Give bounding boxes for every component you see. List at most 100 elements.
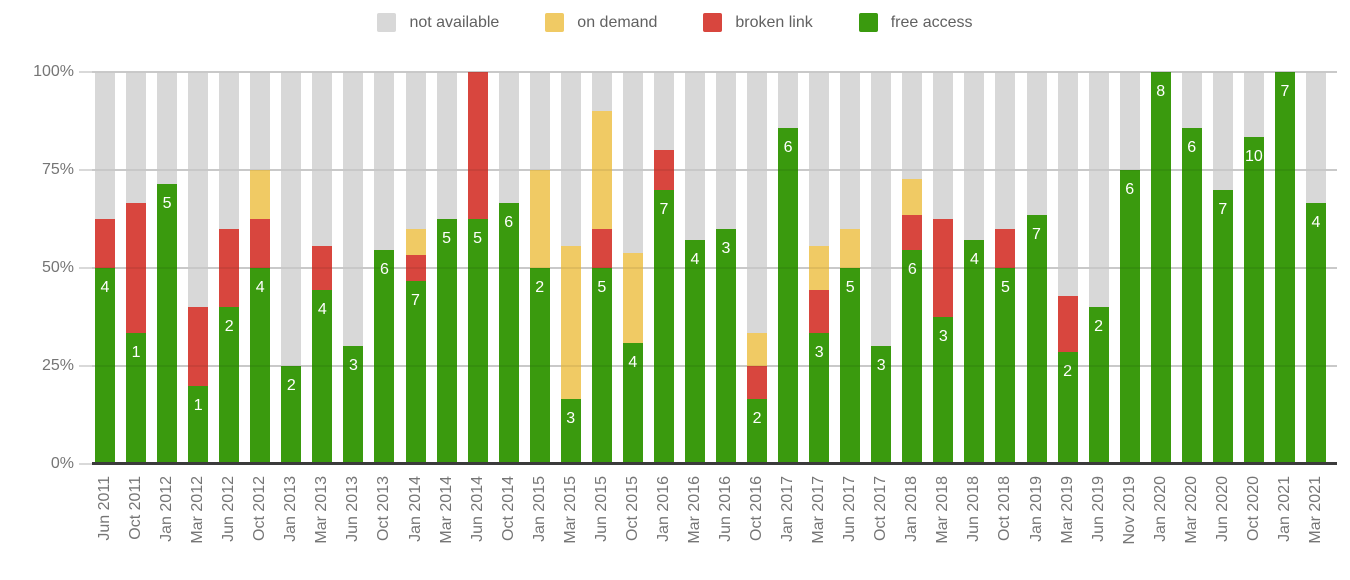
x-axis-label: Oct 2012 — [251, 476, 269, 541]
bar-segment-not-available — [188, 72, 209, 308]
bar-value-label: 5 — [442, 230, 451, 247]
bar-value-label: 5 — [473, 230, 483, 247]
bar-segment-free-access — [374, 250, 395, 464]
bar-segment-broken-link — [312, 246, 333, 290]
bar-segment-free-access — [126, 333, 147, 464]
bar-segment-not-available — [343, 72, 364, 347]
x-axis-label: Oct 2018 — [996, 476, 1014, 541]
bar-segment-on-demand — [622, 252, 643, 344]
bar-segment-not-available — [1088, 72, 1109, 308]
bar-value-label: 3 — [876, 357, 886, 375]
legend-swatch-not-available — [377, 13, 397, 32]
x-axis-label: Jan 2019 — [1027, 476, 1045, 542]
bar: 7 — [653, 72, 674, 464]
bar: 3 — [933, 72, 954, 464]
legend-swatch-broken-link — [703, 13, 723, 32]
legend-item-not-available: not available — [377, 13, 499, 32]
bar-segment-on-demand — [747, 333, 768, 366]
bar-segment-free-access — [405, 281, 426, 464]
bar-value-label: 7 — [1280, 83, 1290, 100]
bar-segment-broken-link — [1057, 296, 1078, 352]
bar: 6 — [1119, 72, 1140, 464]
bar-value-label: 1 — [131, 344, 141, 362]
bar-segment-broken-link — [95, 219, 115, 268]
bar-segment-free-access — [1150, 72, 1171, 464]
bar: 3 — [343, 72, 364, 464]
bar-segment-broken-link — [995, 228, 1016, 268]
bar: 4 — [95, 72, 115, 464]
bar-segment-broken-link — [467, 72, 488, 219]
x-axis-label: Jan 2013 — [282, 476, 300, 542]
bar-segment-on-demand — [591, 111, 612, 229]
bar-segment-on-demand — [560, 246, 581, 399]
bar-segment-not-available — [778, 72, 799, 128]
bar: 10 — [1243, 72, 1264, 464]
y-axis-label: 100% — [33, 63, 74, 80]
gridline — [92, 71, 1337, 73]
bar-segment-free-access — [529, 268, 550, 464]
legend-item-on-demand: on demand — [545, 13, 657, 32]
x-axis-label: Jan 2021 — [1275, 476, 1293, 542]
x-axis-label: Jun 2011 — [96, 476, 113, 541]
x-axis-label: Oct 2013 — [375, 476, 393, 541]
x-axis-label: Jun 2016 — [717, 476, 734, 542]
x-axis-label: Nov 2019 — [1120, 476, 1138, 545]
bar-segment-free-access — [343, 346, 364, 464]
bar-segment-broken-link — [653, 150, 674, 190]
bar-segment-on-demand — [529, 170, 550, 268]
bar-segment-not-available — [1026, 72, 1047, 215]
bar: 3 — [716, 72, 736, 464]
bar-value-label: 3 — [566, 409, 576, 427]
bar: 5 — [157, 72, 178, 464]
x-axis-label: Jun 2020 — [1213, 476, 1231, 542]
bar-value-label: 1 — [193, 396, 203, 414]
bar-segment-free-access — [747, 398, 768, 464]
x-axis-label: Mar 2013 — [313, 476, 331, 544]
bar-segment-broken-link — [219, 228, 240, 308]
y-axis-tick — [79, 365, 92, 367]
bar-segment-free-access — [809, 333, 830, 464]
bar-value-label: 4 — [317, 300, 327, 318]
bar-segment-not-available — [374, 72, 395, 251]
x-axis-label: Oct 2014 — [499, 476, 517, 541]
bar: 4 — [1305, 72, 1326, 464]
x-axis-label: Jan 2015 — [530, 476, 548, 542]
bar-segment-free-access — [95, 268, 115, 464]
bar-value-label: 4 — [1311, 213, 1321, 231]
x-axis-label: Jun 2013 — [344, 476, 362, 542]
bar-segment-free-access — [1026, 214, 1047, 464]
bar-segment-not-available — [716, 72, 736, 229]
bar-value-label: 5 — [1000, 279, 1010, 296]
bar: 2 — [1088, 72, 1109, 464]
bar-segment-free-access — [1305, 202, 1326, 464]
legend-item-free-access: free access — [858, 13, 973, 32]
plot-area: 4 1 5 1 2 4 2 4 3 6 7 5 5 6 2 3 5 4 7 4 3 2 6 3 5 3 6 3 4 5 7 2 2 6 8 6 7 10 7… — [92, 71, 1337, 464]
bar-segment-broken-link — [933, 219, 954, 317]
bar-segment-not-available — [312, 72, 333, 247]
x-axis-label: Oct 2017 — [872, 476, 890, 541]
bar: 4 — [312, 72, 333, 464]
bar: 3 — [560, 72, 581, 464]
legend-item-broken-link: broken link — [703, 13, 813, 32]
bar-segment-free-access — [1057, 352, 1078, 464]
bar-segment-not-available — [1119, 72, 1140, 170]
y-axis-tick — [79, 267, 92, 269]
legend-label: broken link — [735, 13, 813, 31]
bar-segment-free-access — [902, 250, 923, 464]
y-axis-label: 50% — [41, 259, 74, 276]
bar: 4 — [684, 72, 705, 464]
bar: 5 — [995, 72, 1016, 464]
x-axis-label: Jun 2017 — [841, 476, 859, 542]
chart-legend: not available on demand broken link free ac… — [0, 13, 1350, 32]
x-axis-label: Jun 2014 — [468, 476, 486, 542]
legend-swatch-on-demand — [545, 13, 565, 32]
bar-segment-not-available — [498, 72, 519, 203]
x-axis-label: Mar 2016 — [685, 476, 703, 544]
bar-segment-not-available — [1305, 72, 1326, 203]
bar-segment-free-access — [1274, 72, 1295, 464]
bar: 8 — [1150, 72, 1171, 464]
y-axis-tick — [79, 463, 92, 465]
x-axis-label: Jan 2017 — [779, 476, 797, 542]
gridline — [92, 365, 1337, 367]
